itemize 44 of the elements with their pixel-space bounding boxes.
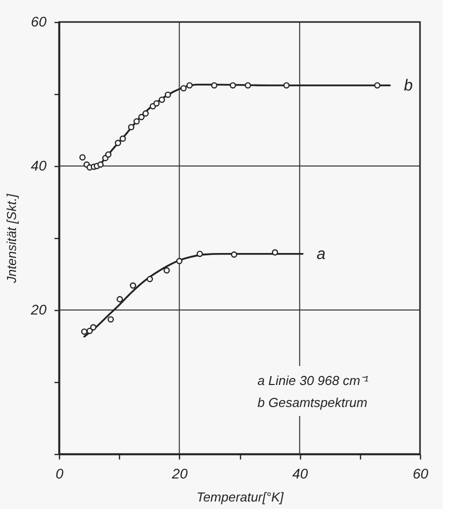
point <box>105 151 112 158</box>
series-label: b <box>404 77 413 94</box>
point <box>79 154 86 161</box>
point <box>164 92 172 98</box>
point <box>230 251 238 258</box>
point <box>120 135 126 142</box>
point <box>272 249 278 256</box>
y-tick-label: 60 <box>30 14 47 30</box>
point <box>180 85 187 92</box>
x-tick-label: 20 <box>171 466 188 482</box>
point <box>133 118 140 125</box>
point <box>81 328 88 335</box>
point <box>164 267 170 274</box>
point <box>176 258 182 264</box>
series-label: a <box>316 246 326 263</box>
point <box>108 316 114 323</box>
point <box>211 82 218 89</box>
point <box>158 96 166 103</box>
point <box>230 82 236 89</box>
point <box>128 124 134 130</box>
point <box>116 296 123 302</box>
point <box>142 110 149 117</box>
point <box>97 161 104 168</box>
point <box>196 250 203 257</box>
point <box>114 140 122 146</box>
point <box>186 82 193 89</box>
point <box>374 82 380 89</box>
point <box>244 82 252 89</box>
annotation: a Linie 30 968 cm⁻¹ <box>258 373 370 388</box>
point <box>86 328 93 334</box>
point <box>90 324 96 330</box>
point <box>146 276 153 282</box>
y-tick-label: 40 <box>30 158 47 174</box>
x-tick-label: 0 <box>56 466 64 482</box>
point <box>138 114 145 120</box>
x-axis-title: Temperatur[°K] <box>196 490 284 504</box>
point <box>153 100 160 107</box>
point <box>283 82 290 89</box>
x-tick-label: 60 <box>412 466 428 482</box>
point <box>130 282 136 289</box>
x-tick-label: 40 <box>292 466 308 482</box>
annotation: b Gesamtspektrum <box>258 395 368 410</box>
y-tick-label: 20 <box>30 302 47 318</box>
y-axis-title: Jntensität [Skt.] <box>4 194 19 284</box>
